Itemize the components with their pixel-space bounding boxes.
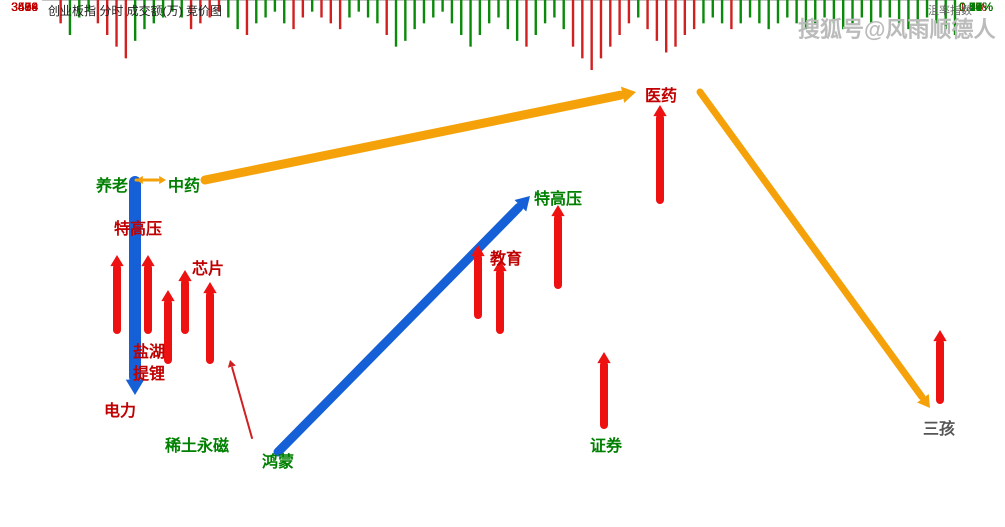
- y-tick-left: 3513: [2, 0, 38, 14]
- annotation-label: 教育: [490, 245, 522, 269]
- stock-intraday-chart: 3454345934643469347434793484348934943499…: [0, 0, 1005, 527]
- annotation-label: 证券: [590, 432, 622, 456]
- annotation-label: 鸿蒙: [262, 448, 294, 472]
- annotation-label: 盐湖: [133, 338, 165, 362]
- chart-title: 创业板指 分时 成交额(万) 竞价图: [48, 2, 222, 19]
- annotation-label: 特高压: [534, 185, 582, 209]
- annotation-label: 特高压: [114, 215, 162, 239]
- annotation-label: 稀土永磁: [165, 432, 229, 456]
- annotation-label: 提锂: [133, 360, 165, 384]
- watermark: 搜狐号@风雨顺德人: [798, 12, 995, 44]
- annotation-label: 芯片: [192, 255, 224, 279]
- annotation-label: 养老: [96, 172, 128, 196]
- annotation-label: 电力: [104, 397, 136, 421]
- annotation-label: 中药: [168, 172, 200, 196]
- annotation-label: 三孩: [923, 415, 955, 439]
- annotation-label: 医药: [645, 82, 677, 106]
